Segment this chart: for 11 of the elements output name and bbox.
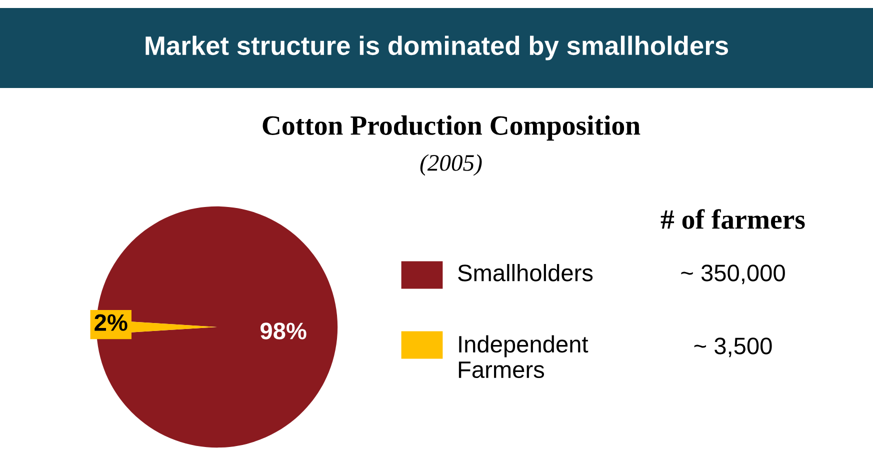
- text: Market structure is dominated by smallholders: [146, 36, 728, 60]
- text: ~ 350,000: [681, 264, 785, 284]
- legend-title: # of farmers: [660, 209, 805, 229]
- chart-title: Cotton Production Composition: [262, 115, 640, 141]
- text: ~ 3,500: [694, 338, 772, 358]
- data-label: 98%: [260, 322, 306, 340]
- chart-subtitle: (2005): [420, 154, 482, 176]
- legend-label: Smallholders: [458, 264, 593, 282]
- pie-slice: [96, 206, 338, 448]
- data-label: 2%: [94, 314, 128, 331]
- legend-label: Independent Farmers: [458, 335, 588, 378]
